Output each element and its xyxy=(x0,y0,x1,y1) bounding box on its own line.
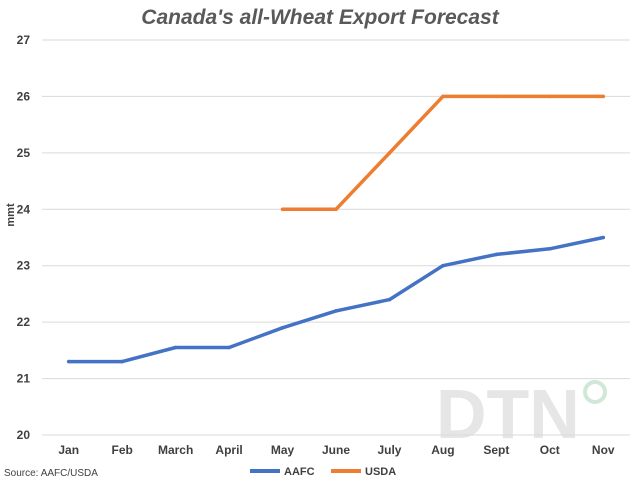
y-tick-label: 21 xyxy=(17,372,31,386)
data-point-aafc xyxy=(601,235,606,240)
watermark-text: DTN xyxy=(436,375,580,453)
y-tick-label: 22 xyxy=(17,315,31,329)
legend-label-aafc: AAFC xyxy=(284,466,315,478)
data-point-aafc xyxy=(548,247,552,251)
x-tick-label: Feb xyxy=(112,443,133,457)
data-point-aafc xyxy=(494,252,499,257)
x-tick-label: April xyxy=(215,443,242,457)
x-axis-ticks: Jan Feb March April May June July Aug Sept Oct Nov xyxy=(58,443,615,457)
y-tick-label: 25 xyxy=(17,146,31,160)
x-tick-label: Sept xyxy=(483,443,509,457)
x-tick-label: June xyxy=(322,443,350,457)
dtn-watermark: DTN xyxy=(436,375,607,453)
series-lines xyxy=(66,94,606,364)
legend: AAFC USDA xyxy=(250,466,396,478)
x-tick-label: May xyxy=(271,443,295,457)
data-point-aafc xyxy=(120,359,124,364)
data-point-aafc xyxy=(334,309,338,313)
y-tick-label: 26 xyxy=(17,89,31,103)
data-point-usda xyxy=(494,94,499,99)
chart-title: Canada's all-Wheat Export Forecast xyxy=(141,6,499,29)
x-tick-label: March xyxy=(158,443,193,457)
y-tick-label: 20 xyxy=(17,428,31,442)
x-tick-label: Jan xyxy=(58,443,79,457)
data-point-usda xyxy=(334,207,338,212)
data-point-aafc xyxy=(387,297,392,302)
data-point-usda xyxy=(601,94,606,99)
y-tick-label: 24 xyxy=(17,202,31,216)
data-point-usda xyxy=(548,94,552,99)
data-point-aafc xyxy=(441,263,445,268)
x-tick-label: Aug xyxy=(431,443,454,457)
data-point-aafc xyxy=(173,345,178,350)
series-line-aafc xyxy=(68,235,604,364)
y-axis-label: mmt xyxy=(5,203,17,227)
y-tick-label: 27 xyxy=(17,33,31,47)
data-point-aafc xyxy=(280,326,285,330)
watermark-dot-icon xyxy=(583,380,607,404)
legend-label-usda: USDA xyxy=(365,466,396,478)
data-point-usda xyxy=(441,94,445,99)
x-tick-label: July xyxy=(377,443,401,457)
source-note: Source: AAFC/USDA xyxy=(4,468,98,479)
data-point-usda xyxy=(280,207,285,212)
data-point-usda xyxy=(387,151,392,155)
data-point-aafc xyxy=(66,359,71,364)
y-axis-ticks: 20 21 22 23 24 25 26 27 xyxy=(17,33,31,442)
y-tick-label: 23 xyxy=(17,259,31,273)
x-tick-label: Oct xyxy=(540,443,560,457)
data-point-aafc xyxy=(227,345,231,350)
x-tick-label: Nov xyxy=(592,443,615,457)
